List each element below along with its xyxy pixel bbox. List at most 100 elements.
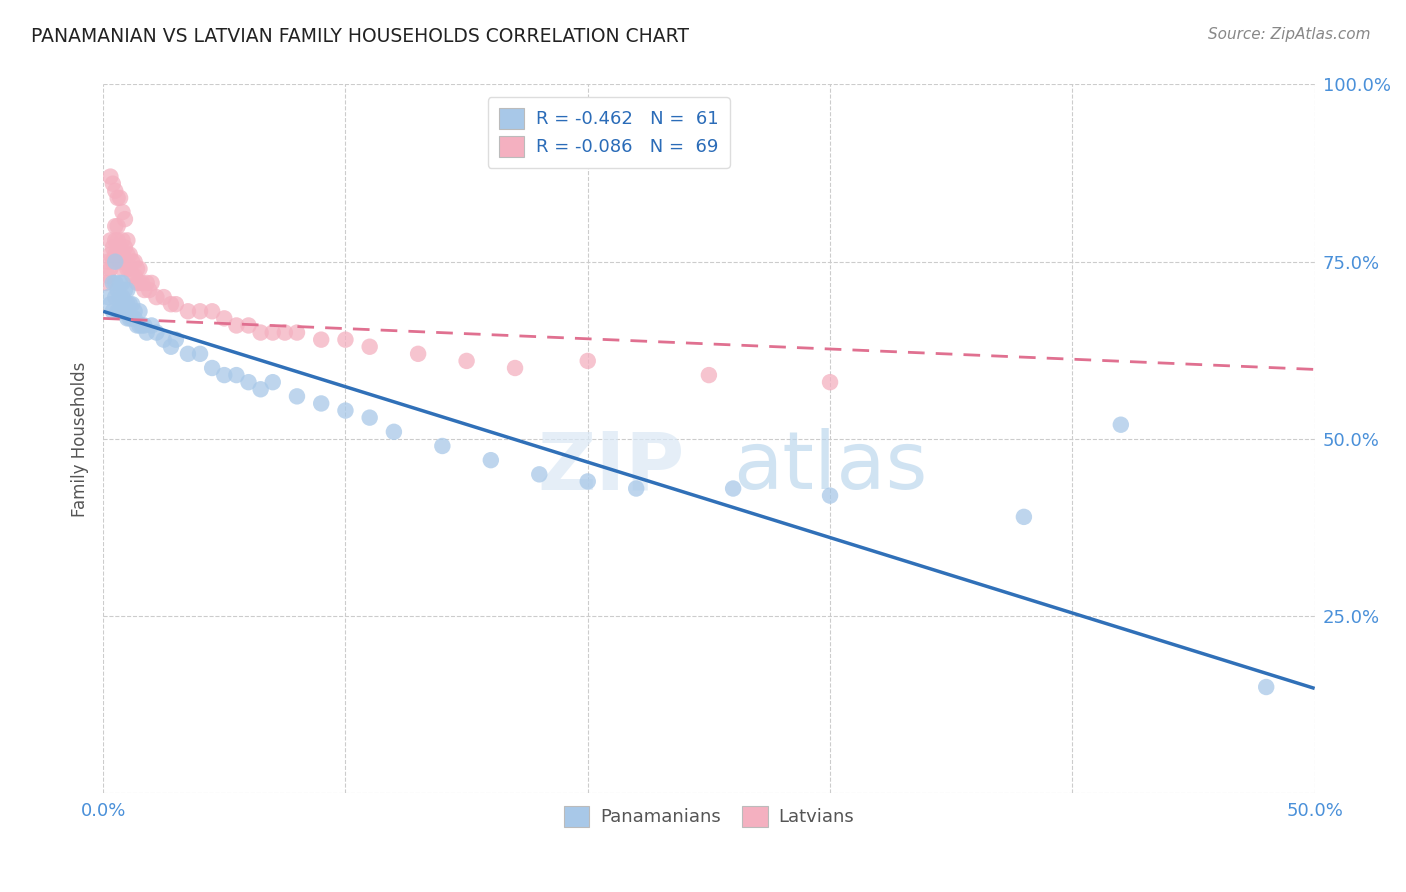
Legend: Panamanians, Latvians: Panamanians, Latvians: [557, 798, 862, 834]
Point: [107, 304, 129, 318]
Point: [335, 403, 357, 417]
Point: [114, 212, 136, 227]
Point: [100, 297, 122, 311]
Point: [108, 290, 131, 304]
Point: [121, 311, 143, 326]
Point: [456, 354, 478, 368]
Point: [721, 482, 744, 496]
Point: [125, 261, 148, 276]
Point: [114, 297, 136, 311]
Text: atlas: atlas: [733, 428, 928, 507]
Point: [114, 254, 136, 268]
Point: [141, 276, 163, 290]
Y-axis label: Family Households: Family Households: [72, 361, 89, 516]
Point: [108, 240, 131, 254]
Point: [1012, 509, 1035, 524]
Point: [262, 326, 284, 340]
Point: [124, 268, 146, 283]
Point: [118, 247, 141, 261]
Point: [309, 396, 332, 410]
Point: [131, 276, 153, 290]
Point: [111, 205, 134, 219]
Point: [124, 311, 146, 326]
Point: [160, 297, 183, 311]
Point: [818, 489, 841, 503]
Point: [249, 382, 271, 396]
Point: [111, 247, 134, 261]
Point: [285, 389, 308, 403]
Point: [107, 191, 129, 205]
Point: [128, 276, 150, 290]
Point: [121, 268, 143, 283]
Point: [117, 311, 139, 326]
Point: [111, 261, 134, 276]
Point: [128, 261, 150, 276]
Point: [201, 361, 224, 376]
Point: [406, 347, 429, 361]
Point: [262, 375, 284, 389]
Point: [117, 297, 139, 311]
Point: [145, 326, 167, 340]
Point: [111, 290, 134, 304]
Point: [128, 318, 150, 333]
Point: [576, 354, 599, 368]
Point: [104, 234, 127, 248]
Point: [432, 439, 454, 453]
Point: [131, 318, 153, 333]
Point: [135, 276, 157, 290]
Point: [359, 340, 381, 354]
Point: [111, 276, 134, 290]
Point: [503, 361, 526, 376]
Point: [165, 297, 187, 311]
Point: [238, 318, 260, 333]
Point: [107, 219, 129, 234]
Point: [104, 276, 127, 290]
Point: [121, 254, 143, 268]
Point: [101, 254, 124, 268]
Point: [100, 169, 122, 184]
Point: [101, 304, 124, 318]
Point: [108, 254, 131, 268]
Text: PANAMANIAN VS LATVIAN FAMILY HOUSEHOLDS CORRELATION CHART: PANAMANIAN VS LATVIAN FAMILY HOUSEHOLDS …: [31, 27, 689, 45]
Point: [238, 375, 260, 389]
Point: [188, 347, 211, 361]
Point: [97, 254, 120, 268]
Point: [160, 340, 183, 354]
Point: [165, 333, 187, 347]
Point: [94, 276, 117, 290]
Point: [114, 283, 136, 297]
Point: [100, 261, 122, 276]
Point: [101, 177, 124, 191]
Point: [1256, 680, 1278, 694]
Point: [145, 290, 167, 304]
Point: [134, 318, 156, 333]
Point: [141, 318, 163, 333]
Point: [121, 297, 143, 311]
Point: [104, 219, 127, 234]
Point: [818, 375, 841, 389]
Point: [188, 304, 211, 318]
Point: [104, 247, 127, 261]
Point: [97, 290, 120, 304]
Point: [479, 453, 502, 467]
Point: [134, 283, 156, 297]
Point: [104, 290, 127, 304]
Point: [108, 191, 131, 205]
Point: [118, 311, 141, 326]
Point: [117, 234, 139, 248]
Point: [117, 247, 139, 261]
Text: ZIP: ZIP: [537, 428, 685, 507]
Point: [624, 482, 647, 496]
Point: [1109, 417, 1132, 432]
Point: [108, 276, 131, 290]
Point: [152, 290, 174, 304]
Point: [125, 318, 148, 333]
Point: [128, 304, 150, 318]
Point: [97, 268, 120, 283]
Point: [697, 368, 720, 383]
Point: [309, 333, 332, 347]
Point: [274, 326, 297, 340]
Point: [359, 410, 381, 425]
Point: [225, 368, 247, 383]
Point: [529, 467, 551, 482]
